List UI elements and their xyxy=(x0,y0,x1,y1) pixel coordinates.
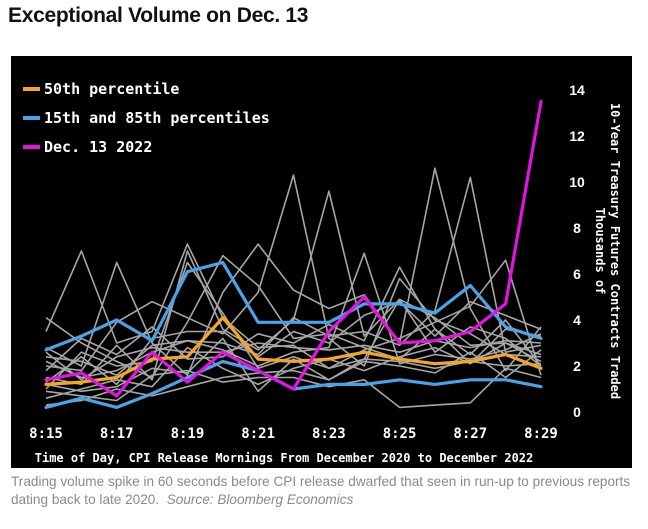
background-series-line xyxy=(45,300,542,386)
x-tick-label: 8:19 xyxy=(171,426,205,442)
y-tick-label: 12 xyxy=(569,128,585,144)
background-series-line xyxy=(45,174,542,372)
background-series-line xyxy=(45,367,542,409)
legend-item-percentiles-label: 15th and 85th percentiles xyxy=(44,109,270,127)
legend-item-dec13-label: Dec. 13 2022 xyxy=(44,138,152,156)
x-tick-label: 8:15 xyxy=(29,426,63,442)
y-tick-label: 4 xyxy=(573,312,581,328)
dec13-line xyxy=(44,99,543,398)
page-title: Exceptional Volume on Dec. 13 xyxy=(8,4,309,27)
x-tick-label: 8:23 xyxy=(312,426,346,442)
y-tick-label: 14 xyxy=(569,82,585,98)
background-lines xyxy=(45,167,542,409)
x-axis-label: Time of Day, CPI Release Mornings From D… xyxy=(35,451,534,465)
x-tick-label: 8:25 xyxy=(383,426,417,442)
x-tick-label: 8:17 xyxy=(100,426,134,442)
x-tick-label: 8:27 xyxy=(453,426,487,442)
y-tick-label: 0 xyxy=(573,404,581,420)
legend-item-p50-label: 50th percentile xyxy=(44,80,179,98)
x-tick-label: 8:29 xyxy=(524,426,558,442)
y-tick-label: 6 xyxy=(573,266,581,282)
caption-text: Trading volume spike in 60 seconds befor… xyxy=(11,474,631,507)
background-series-line xyxy=(45,266,542,372)
background-series-line xyxy=(45,339,542,381)
legend: 50th percentile 15th and 85th percentiles… xyxy=(23,80,270,156)
y-tick-label: 2 xyxy=(573,358,581,374)
y-axis-label: 10-Year Treasury Futures Contracts Trade… xyxy=(593,103,622,399)
y-tick-label: 10 xyxy=(569,174,585,190)
source-label: Source: xyxy=(166,492,214,507)
percentile-band-line xyxy=(44,260,543,352)
x-tick-label: 8:21 xyxy=(241,426,275,442)
background-series-line xyxy=(45,252,542,379)
p50-line xyxy=(44,316,543,386)
background-series-line xyxy=(45,259,542,390)
line-chart: 0 2 4 6 8 10 12 14 8:15 8:17 8:19 8:21 8:23 8:25 8:27 8… xyxy=(23,80,622,465)
chart-caption: Trading volume spike in 60 seconds befor… xyxy=(11,473,636,509)
background-series-line xyxy=(45,167,542,377)
chart-panel: 0 2 4 6 8 10 12 14 8:15 8:17 8:19 8:21 8:23 8:25 8:27 8… xyxy=(11,56,632,468)
y-tick-label: 8 xyxy=(573,220,581,236)
source-text: Bloomberg Economics xyxy=(217,492,354,507)
